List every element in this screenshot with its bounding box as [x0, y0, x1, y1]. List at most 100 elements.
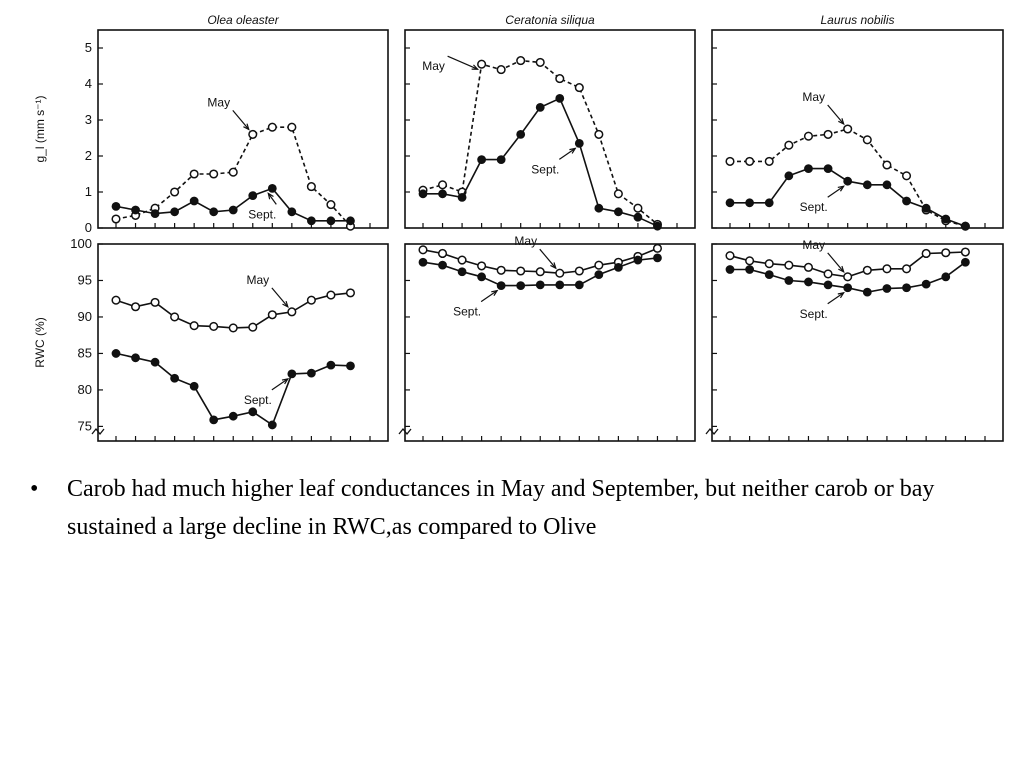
data-point-may	[267, 310, 277, 320]
data-point-sept	[346, 216, 355, 226]
panel-bottom-1: May Sept.	[398, 234, 696, 442]
data-point-may	[496, 265, 506, 275]
y-tick-label: 2	[85, 148, 92, 163]
data-point-sept	[346, 361, 355, 371]
data-point-sept	[960, 221, 970, 231]
data-point-may	[306, 295, 316, 305]
data-point-sept	[633, 212, 643, 222]
data-point-may	[170, 187, 180, 197]
data-point-sept	[574, 138, 584, 148]
panel-frame	[404, 29, 696, 229]
data-point-sept	[902, 196, 911, 206]
data-point-sept	[921, 203, 931, 213]
data-point-sept	[418, 257, 428, 267]
annotation-arrow	[539, 248, 557, 269]
annotation-may: May	[802, 238, 825, 252]
data-point-sept	[555, 93, 565, 103]
data-point-sept	[574, 280, 584, 290]
data-point-sept	[653, 221, 662, 231]
data-point-may	[189, 169, 199, 179]
data-point-sept	[784, 276, 794, 285]
data-point-sept	[150, 209, 160, 219]
data-point-sept	[228, 411, 238, 421]
data-point-sept	[764, 198, 774, 208]
data-point-may	[764, 156, 774, 166]
data-point-sept	[170, 207, 180, 217]
y-axis-label-rwc: RWC (%)	[33, 317, 47, 367]
data-point-sept	[267, 183, 277, 193]
data-point-may	[209, 321, 219, 331]
y-tick-label: 90	[78, 309, 92, 324]
data-point-may	[516, 56, 526, 66]
data-point-sept	[131, 353, 140, 363]
panel-top-2: May Sept.	[711, 29, 1004, 231]
panel-frame	[97, 29, 389, 229]
panel-bottom-2: May Sept.	[705, 238, 1004, 442]
data-point-may	[287, 307, 297, 317]
data-point-sept	[131, 205, 140, 215]
data-point-may	[437, 180, 448, 190]
annotation-may: May	[802, 90, 825, 104]
species-title: Laurus nobilis	[820, 13, 894, 27]
data-point-may	[574, 266, 584, 276]
annotation-sept: Sept.	[244, 393, 272, 407]
data-point-sept	[209, 207, 219, 217]
data-point-may	[111, 295, 121, 305]
data-point-sept	[843, 176, 853, 186]
data-point-sept	[804, 164, 813, 174]
annotation-arrow	[558, 147, 576, 160]
data-point-sept	[960, 257, 970, 267]
data-point-may	[248, 322, 258, 332]
axis-break-mark	[705, 427, 719, 436]
data-point-may	[862, 135, 872, 145]
data-point-may	[228, 167, 238, 177]
data-point-sept	[862, 287, 872, 297]
data-point-sept	[228, 205, 238, 215]
figure-grid: Olea oleaster Ceratonia siliqua Laurus nob…	[33, 13, 1004, 442]
data-point-sept	[653, 253, 662, 263]
annotation-arrowhead	[243, 123, 250, 131]
panel-frame	[711, 243, 1004, 442]
data-point-may	[555, 74, 565, 84]
data-point-sept	[326, 216, 336, 226]
data-point-sept	[516, 281, 526, 290]
data-point-may	[613, 189, 623, 199]
data-point-sept	[326, 360, 336, 370]
data-point-may	[477, 261, 487, 271]
annotation-may: May	[207, 95, 230, 109]
data-point-sept	[633, 255, 643, 265]
data-point-sept	[745, 265, 755, 274]
data-point-sept	[804, 277, 813, 287]
data-point-may	[496, 65, 506, 75]
annotation-arrowhead	[837, 185, 845, 192]
y-tick-label: 75	[78, 418, 92, 433]
data-point-sept	[823, 164, 833, 174]
data-point-sept	[516, 129, 526, 139]
data-point-sept	[496, 155, 506, 165]
data-point-sept	[843, 283, 853, 293]
data-point-sept	[784, 171, 794, 181]
species-title: Olea oleaster	[207, 13, 279, 27]
data-point-sept	[496, 281, 506, 290]
annotation-may: May	[514, 234, 537, 248]
data-point-may	[941, 248, 951, 258]
data-point-may	[209, 169, 219, 179]
data-point-sept	[111, 201, 121, 211]
data-point-sept	[248, 407, 258, 417]
data-point-sept	[613, 207, 623, 217]
data-point-may	[843, 124, 853, 134]
data-point-may	[130, 302, 141, 312]
data-point-sept	[209, 415, 219, 425]
data-point-sept	[267, 420, 277, 430]
annotation-arrowhead	[281, 378, 290, 385]
data-point-sept	[477, 272, 487, 282]
annotation-sept: Sept.	[453, 305, 481, 319]
data-point-may	[248, 129, 258, 139]
data-point-may	[477, 59, 487, 69]
y-tick-label: 3	[85, 112, 92, 127]
data-point-sept	[306, 368, 316, 378]
data-point-may	[326, 290, 336, 300]
data-point-may	[901, 264, 912, 274]
data-point-sept	[457, 267, 467, 277]
data-point-sept	[189, 381, 199, 391]
